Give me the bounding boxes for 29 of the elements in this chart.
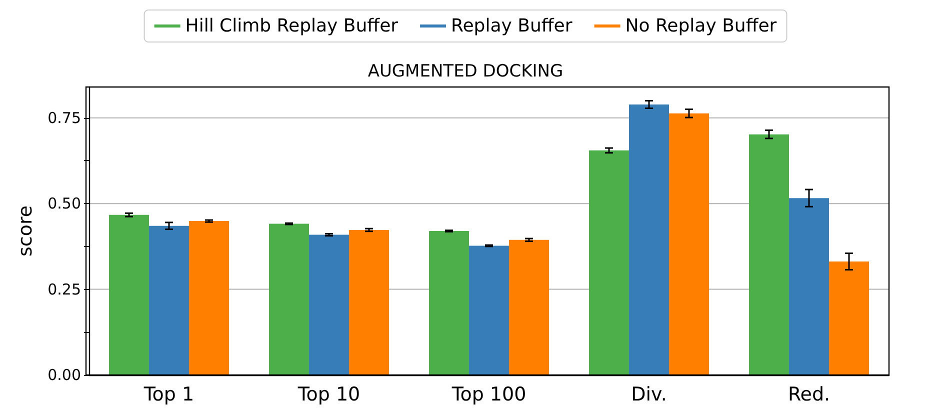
bar: [109, 214, 149, 375]
chart-title: AUGMENTED DOCKING: [368, 62, 564, 82]
text: 0.00: [48, 366, 81, 384]
bar: [429, 231, 469, 375]
bar: [309, 234, 349, 375]
legend-label: Hill Climb Replay Buffer: [185, 16, 399, 36]
legend-label: Replay Buffer: [451, 16, 573, 36]
x-tick-label: Top 100: [450, 384, 526, 406]
x-tick-label: Red.: [788, 384, 830, 406]
bar: [629, 104, 669, 375]
bar: [589, 150, 629, 375]
bar: [269, 224, 309, 375]
bar: [349, 230, 389, 375]
y-tick-label: 0.75: [48, 108, 81, 127]
y-axis-title: score: [14, 205, 36, 257]
bar: [789, 198, 829, 375]
bar: [829, 262, 869, 375]
legend-label: No Replay Buffer: [625, 16, 778, 36]
bar: [509, 240, 549, 375]
bar: [469, 246, 509, 375]
bar: [149, 226, 189, 375]
bar: [749, 134, 789, 375]
y-tick-label: 0.25: [48, 280, 81, 298]
x-tick-label: Top 10: [296, 384, 360, 406]
x-tick-label: Div.: [631, 384, 667, 406]
x-tick-label: Top 1: [142, 384, 194, 406]
y-tick-label: 0.50: [48, 194, 81, 213]
bar: [669, 113, 709, 375]
bar: [189, 221, 229, 375]
